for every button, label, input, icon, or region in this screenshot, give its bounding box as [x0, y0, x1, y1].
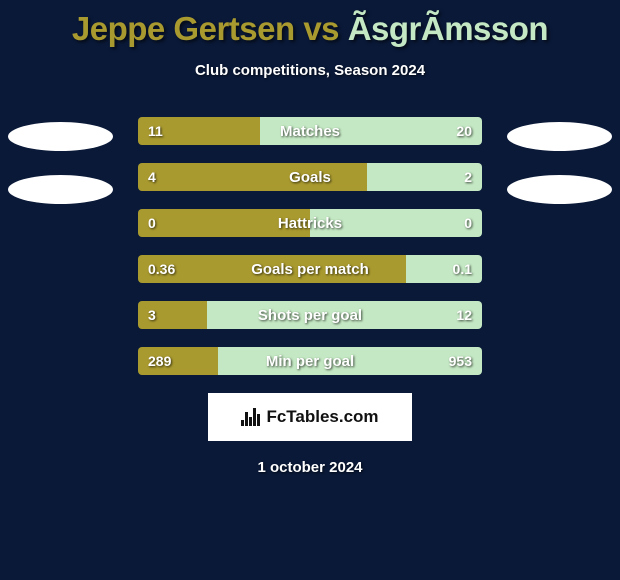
stat-row: 42Goals	[138, 163, 482, 191]
stat-bar-right	[310, 209, 482, 237]
stat-bar-left	[138, 347, 218, 375]
player-left-portrait	[8, 175, 113, 204]
stat-row: 289953Min per goal	[138, 347, 482, 375]
player-left-name: Jeppe Gertsen	[72, 10, 295, 47]
stat-bar-right	[260, 117, 482, 145]
vs-separator: vs	[295, 10, 348, 47]
stat-bar-left	[138, 209, 310, 237]
stat-bar-left	[138, 255, 406, 283]
stat-bar-right	[218, 347, 482, 375]
stat-bar-left	[138, 117, 260, 145]
comparison-title: Jeppe Gertsen vs ÃsgrÃmsson	[0, 0, 620, 48]
player-right-portrait	[507, 175, 612, 204]
player-left-portrait	[8, 122, 113, 151]
stat-bar-right	[367, 163, 482, 191]
stat-row: 312Shots per goal	[138, 301, 482, 329]
stat-row: 1120Matches	[138, 117, 482, 145]
watermark-text: FcTables.com	[266, 407, 378, 427]
stat-row: 0.360.1Goals per match	[138, 255, 482, 283]
stat-row: 00Hattricks	[138, 209, 482, 237]
chart-bars-icon	[241, 408, 260, 426]
stat-bar-right	[406, 255, 482, 283]
stat-bar-right	[207, 301, 482, 329]
watermark: FcTables.com	[208, 393, 412, 441]
stat-bar-left	[138, 301, 207, 329]
subtitle: Club competitions, Season 2024	[0, 62, 620, 79]
player-right-portrait	[507, 122, 612, 151]
stat-bar-left	[138, 163, 367, 191]
player-right-name: ÃsgrÃmsson	[348, 10, 548, 47]
date-label: 1 october 2024	[0, 459, 620, 476]
stats-container: 1120Matches 42Goals 00Hattricks 0.360.1Goal…	[138, 117, 482, 375]
